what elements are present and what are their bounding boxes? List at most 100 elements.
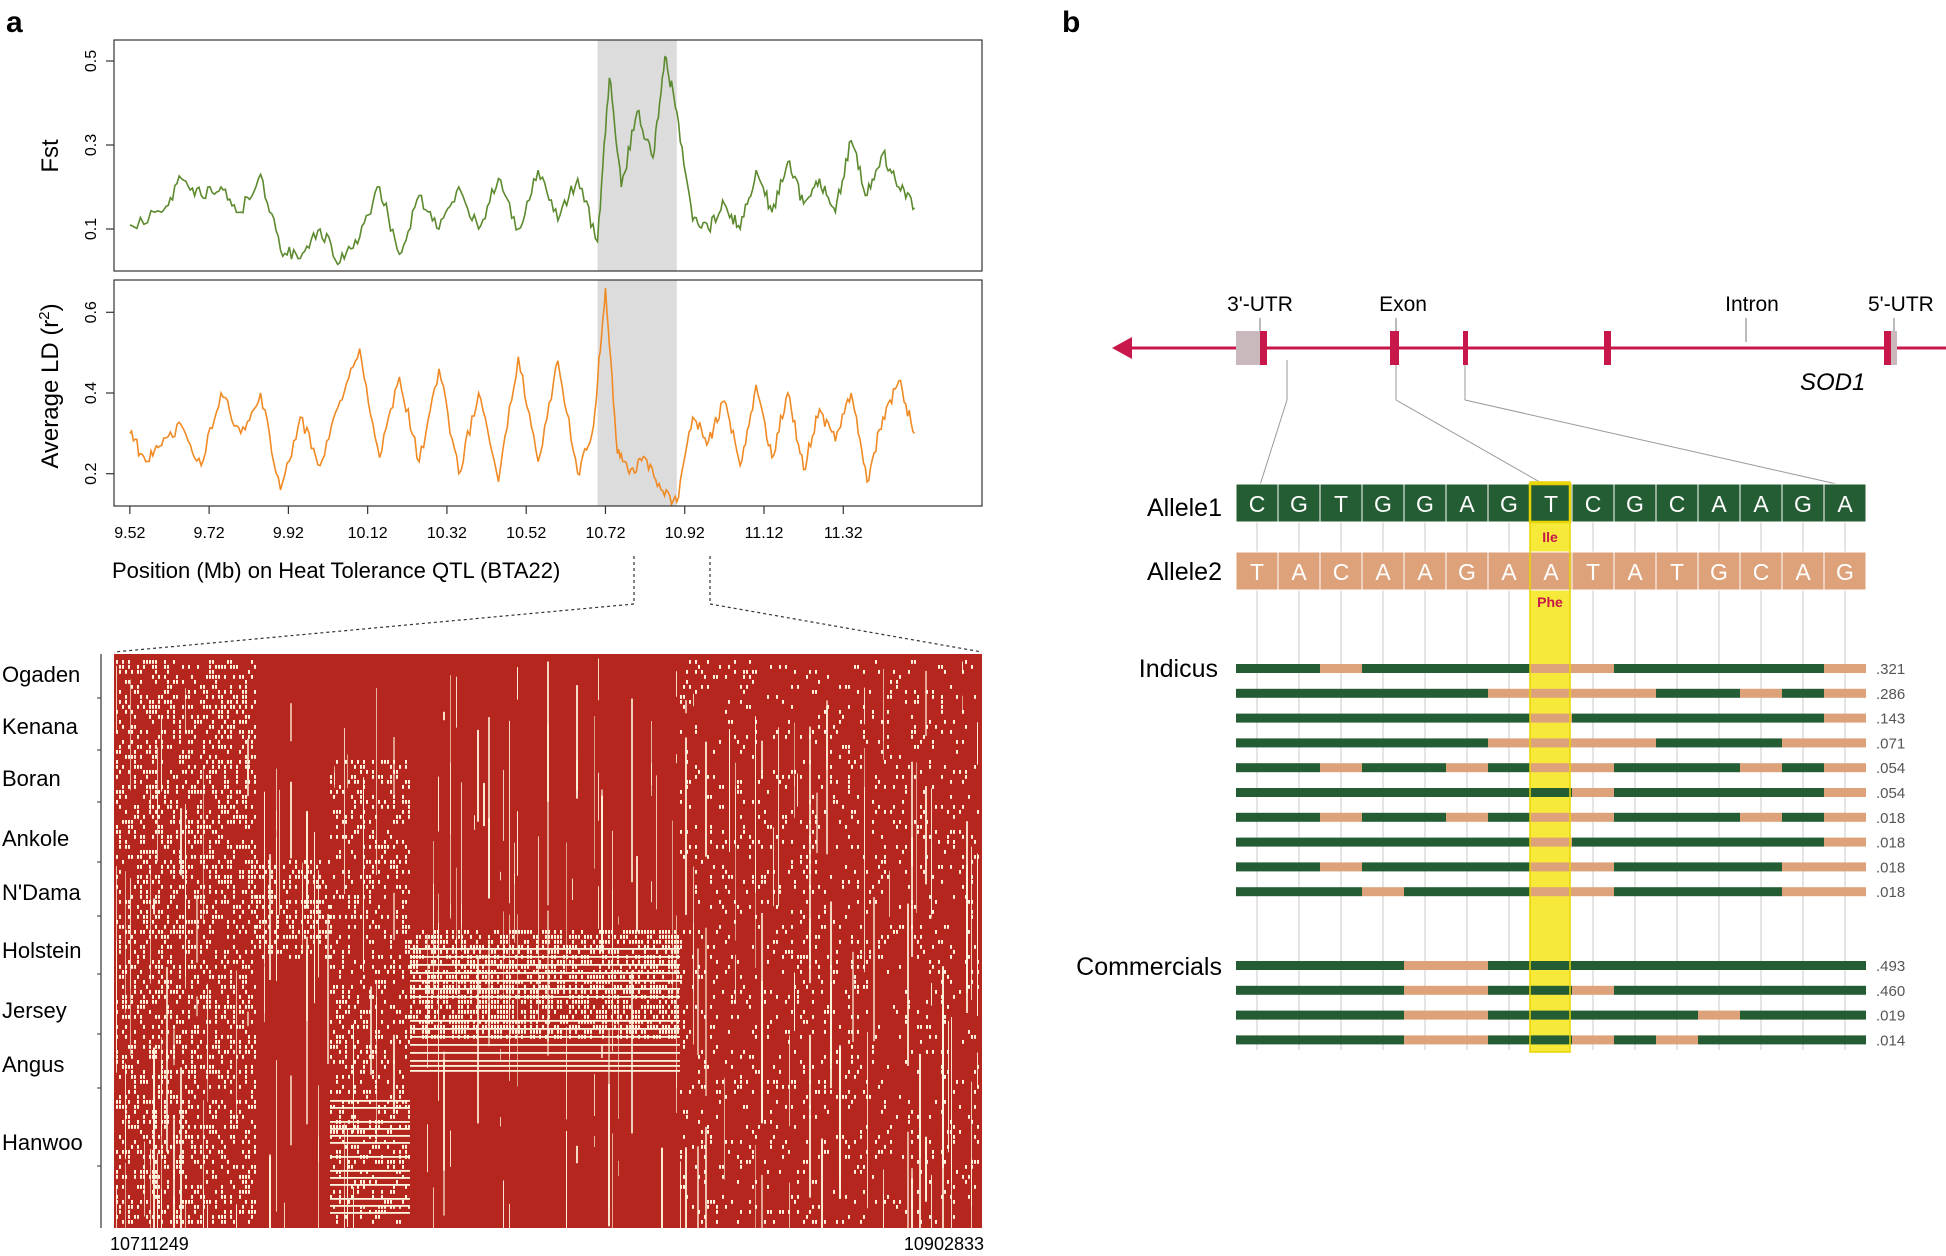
heatmap-cell xyxy=(221,880,223,884)
heatmap-cell xyxy=(360,795,362,799)
heatmap-cell xyxy=(245,780,247,784)
heatmap-cell xyxy=(581,975,583,979)
heatmap-cell xyxy=(833,970,835,974)
heatmap-cell xyxy=(941,940,943,944)
heatmap-cell xyxy=(590,975,592,979)
heatmap-cell xyxy=(125,995,127,999)
heatmap-cell xyxy=(488,1015,490,1019)
heatmap-cell xyxy=(791,810,793,814)
heatmap-cell xyxy=(134,715,136,719)
heatmap-cell xyxy=(221,710,223,714)
heatmap-cell xyxy=(393,1140,395,1144)
heatmap-cell xyxy=(683,695,685,699)
heatmap-cell xyxy=(947,1070,949,1074)
heatmap-cell xyxy=(212,1170,214,1174)
heatmap-cell xyxy=(482,1000,484,1004)
heatmap-cell xyxy=(140,745,142,749)
heatmap-cell xyxy=(215,1110,217,1114)
heatmap-cell xyxy=(185,875,187,879)
heatmap-cell xyxy=(251,1045,253,1049)
heatmap-cell xyxy=(128,1150,130,1154)
heatmap-cell xyxy=(731,1000,733,1004)
heatmap-cell xyxy=(620,975,622,979)
heatmap-cell xyxy=(479,950,481,954)
heatmap-cell xyxy=(164,1125,166,1129)
heatmap-cell xyxy=(713,980,715,984)
heatmap-cell xyxy=(482,1005,484,1009)
heatmap-cell xyxy=(722,1080,724,1084)
heatmap-cell xyxy=(227,935,229,939)
heatmap-cell xyxy=(749,660,751,664)
heatmap-cell xyxy=(408,925,410,929)
heatmap-cell xyxy=(212,745,214,749)
heatmap-cell xyxy=(953,1125,955,1129)
heatmap-cell xyxy=(965,895,967,899)
heatmap-cell xyxy=(623,990,625,994)
heatmap-cell xyxy=(647,935,649,939)
heatmap-cell xyxy=(390,865,392,869)
heatmap-column xyxy=(931,982,932,1006)
heatmap-cell xyxy=(665,1025,667,1029)
heatmap-cell xyxy=(393,965,395,969)
heatmap-cell xyxy=(620,985,622,989)
heatmap-cell xyxy=(137,735,139,739)
heatmap-cell xyxy=(878,940,880,944)
heatmap-cell xyxy=(254,1200,256,1204)
heatmap-cell xyxy=(122,1105,124,1109)
heatmap-cell xyxy=(587,1000,589,1004)
heatmap-column xyxy=(971,1081,972,1228)
heatmap-column xyxy=(651,881,652,903)
heatmap-cell xyxy=(393,865,395,869)
heatmap-cell xyxy=(848,1005,850,1009)
heatmap-cell xyxy=(503,1020,505,1024)
heatmap-cell xyxy=(878,945,880,949)
heatmap-cell xyxy=(422,980,424,984)
heatmap-cell xyxy=(485,1025,487,1029)
heatmap-column xyxy=(161,717,162,792)
heatmap-cell xyxy=(405,1145,407,1149)
heatmap-cell xyxy=(962,1040,964,1044)
heatmap-cell xyxy=(342,995,344,999)
heatmap-cell xyxy=(402,785,404,789)
heatmap-cell xyxy=(902,925,904,929)
heatmap-cell xyxy=(449,975,451,979)
heatmap-cell xyxy=(599,950,601,954)
heatmap-cell xyxy=(788,1030,790,1034)
heatmap-cell xyxy=(146,940,148,944)
heatmap-column xyxy=(264,791,265,922)
heatmap-cell xyxy=(215,680,217,684)
heatmap-cell xyxy=(158,1135,160,1139)
heatmap-cell xyxy=(230,1180,232,1184)
heatmap-column xyxy=(883,1194,884,1228)
heatmap-cell xyxy=(206,1005,208,1009)
heatmap-cell xyxy=(384,800,386,804)
heatmap-cell xyxy=(926,820,928,824)
heatmap-cell xyxy=(728,720,730,724)
heatmap-cell xyxy=(674,960,676,964)
heatmap-cell xyxy=(227,810,229,814)
heatmap-column xyxy=(438,776,439,832)
heatmap-cell xyxy=(536,1000,538,1004)
heatmap-cell xyxy=(215,675,217,679)
heatmap-cell xyxy=(239,815,241,819)
heatmap-cell xyxy=(977,810,979,814)
heatmap-cell xyxy=(530,980,532,984)
heatmap-cell xyxy=(342,895,344,899)
heatmap-cell xyxy=(188,1100,190,1104)
heatmap-cell xyxy=(194,965,196,969)
heatmap-cell xyxy=(728,700,730,704)
heatmap-cell xyxy=(458,1025,460,1029)
heatmap-cell xyxy=(393,800,395,804)
heatmap-cell xyxy=(158,1195,160,1199)
heatmap-cell xyxy=(941,665,943,669)
heatmap-cell xyxy=(155,1015,157,1019)
heatmap-cell xyxy=(536,990,538,994)
heatmap-cell xyxy=(887,1130,889,1134)
heatmap-cell xyxy=(351,1165,353,1169)
heatmap-cell xyxy=(325,885,327,889)
heatmap-cell xyxy=(128,1065,130,1069)
heatmap-cell xyxy=(851,965,853,969)
heatmap-cell xyxy=(224,805,226,809)
heatmap-cell xyxy=(881,1150,883,1154)
heatmap-cell xyxy=(333,895,335,899)
